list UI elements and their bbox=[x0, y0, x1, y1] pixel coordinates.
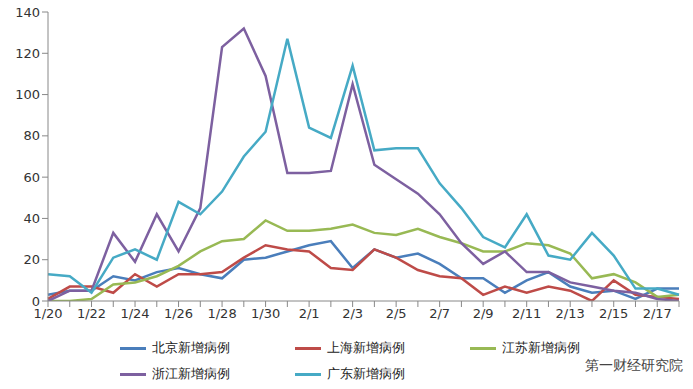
svg-text:2/1: 2/1 bbox=[299, 306, 320, 321]
svg-text:2/3: 2/3 bbox=[342, 306, 363, 321]
html-text:浙江新增病例: 浙江新增病例 bbox=[152, 366, 230, 381]
html-text:上海新增病例: 上海新增病例 bbox=[327, 340, 405, 355]
svg-text:1/24: 1/24 bbox=[120, 306, 149, 321]
svg-text:2/9: 2/9 bbox=[473, 306, 494, 321]
svg-text:100: 100 bbox=[15, 87, 40, 102]
svg-text:2/15: 2/15 bbox=[599, 306, 628, 321]
svg-text:1/30: 1/30 bbox=[251, 306, 280, 321]
html-text:江苏新增病例: 江苏新增病例 bbox=[502, 340, 580, 355]
svg-text:20: 20 bbox=[23, 252, 40, 267]
html-text:第一财经研究院: 第一财经研究院 bbox=[585, 357, 683, 373]
html-text:北京新增病例: 北京新增病例 bbox=[152, 340, 230, 355]
svg-text:2/13: 2/13 bbox=[556, 306, 585, 321]
svg-text:1/28: 1/28 bbox=[207, 306, 236, 321]
svg-text:80: 80 bbox=[23, 128, 40, 143]
svg-text:2/11: 2/11 bbox=[512, 306, 541, 321]
svg-text:0: 0 bbox=[32, 294, 40, 309]
svg-text:60: 60 bbox=[23, 170, 40, 185]
svg-text:120: 120 bbox=[15, 46, 40, 61]
svg-text:2/5: 2/5 bbox=[386, 306, 407, 321]
svg-text:1/26: 1/26 bbox=[164, 306, 193, 321]
svg-text:2/17: 2/17 bbox=[643, 306, 672, 321]
svg-text:40: 40 bbox=[23, 211, 40, 226]
svg-text:1/20: 1/20 bbox=[33, 306, 63, 322]
svg-text:140: 140 bbox=[15, 5, 40, 20]
html-text:广东新增病例: 广东新增病例 bbox=[327, 366, 405, 381]
svg-text:2/7: 2/7 bbox=[429, 306, 450, 321]
svg-text:1/22: 1/22 bbox=[77, 306, 106, 321]
